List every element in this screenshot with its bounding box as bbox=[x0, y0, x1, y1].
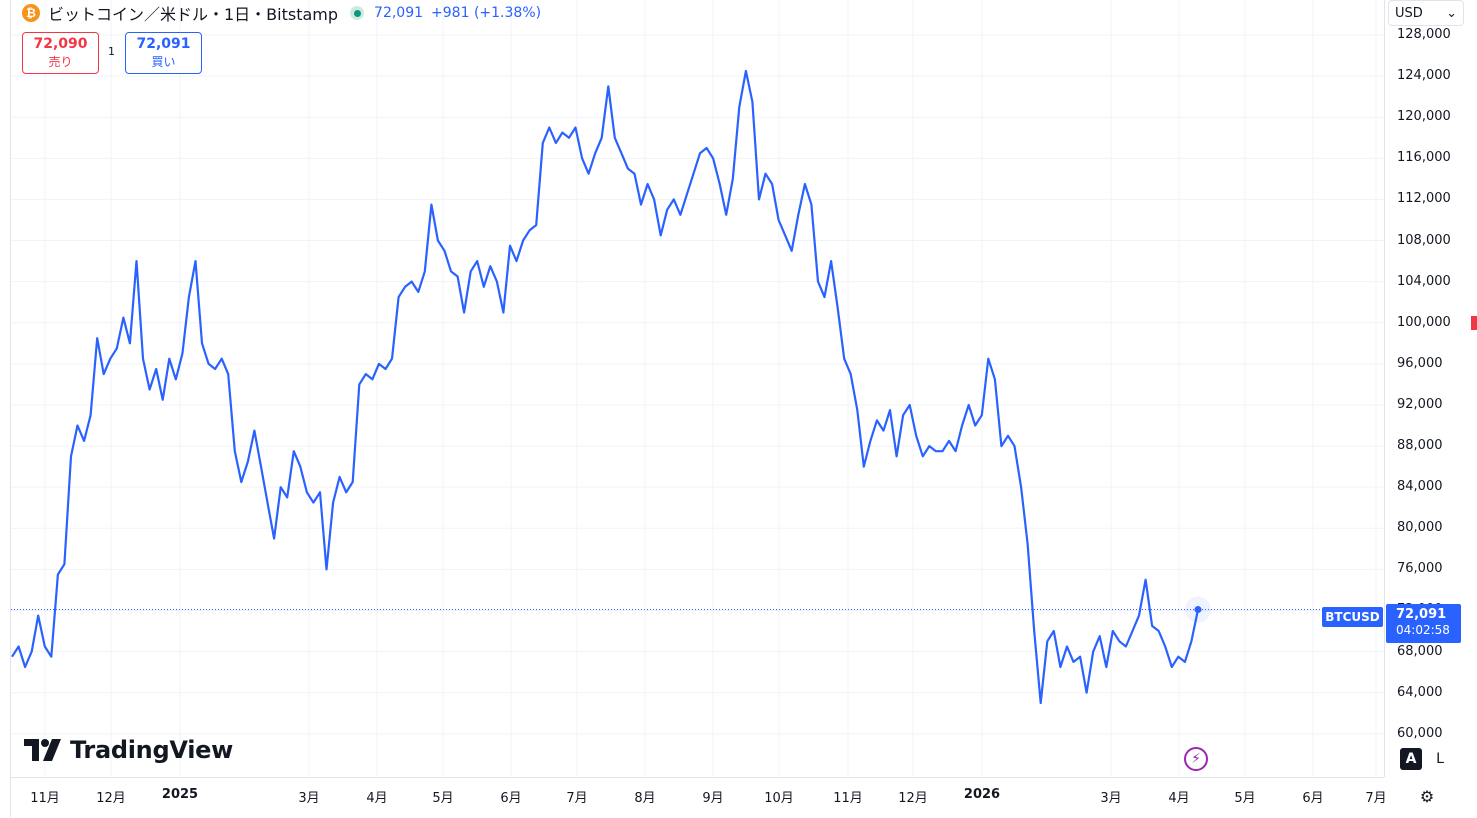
grid-lines bbox=[11, 0, 1384, 777]
time-tick-label: 10月 bbox=[764, 791, 794, 806]
chevron-down-icon: ⌄ bbox=[1446, 5, 1457, 21]
header-change: +981 (+1.38%) bbox=[431, 5, 542, 21]
bitcoin-icon: ₿ bbox=[22, 4, 40, 22]
price-tick-label: 76,000 bbox=[1397, 561, 1443, 577]
price-tick-label: 116,000 bbox=[1397, 150, 1451, 166]
last-price-value: 72,091 bbox=[1396, 607, 1447, 622]
time-tick-label: 7月 bbox=[566, 791, 588, 806]
last-price-tag: 72,091 04:02:58 bbox=[1386, 604, 1461, 643]
left-frame bbox=[0, 0, 11, 817]
time-tick-label: 8月 bbox=[634, 791, 656, 806]
buy-price: 72,091 bbox=[136, 36, 191, 52]
sell-price: 72,090 bbox=[33, 36, 88, 52]
time-tick-label: 3月 bbox=[1100, 791, 1122, 806]
time-tick-label: 4月 bbox=[1168, 791, 1190, 806]
time-tick-label: 6月 bbox=[500, 791, 522, 806]
price-tick-label: 92,000 bbox=[1397, 396, 1443, 412]
chart-header: ₿ ビットコイン／米ドル・1日・Bitstamp 72,091 +981 (+1… bbox=[22, 2, 541, 24]
time-tick-label: 2025 bbox=[161, 787, 199, 802]
price-tick-label: 128,000 bbox=[1397, 27, 1451, 42]
price-tick-label: 112,000 bbox=[1397, 191, 1451, 207]
time-tick-label: 12月 bbox=[96, 791, 126, 806]
price-tick-label: 68,000 bbox=[1397, 643, 1443, 659]
time-axis[interactable]: 11月 12月 2025 3月 4月 5月 6月 7月 8月 9月 10月 11月 12月 2026 3月 4… bbox=[11, 777, 1387, 818]
log-scale-button[interactable]: L bbox=[1436, 751, 1444, 767]
time-tick-label: 5月 bbox=[432, 791, 454, 806]
header-price: 72,091 bbox=[374, 5, 424, 21]
symbol-title[interactable]: ビットコイン／米ドル・1日・Bitstamp bbox=[48, 5, 339, 24]
currency-value: USD bbox=[1395, 5, 1423, 21]
time-tick-label: 9月 bbox=[702, 791, 724, 806]
price-tick-label: 108,000 bbox=[1397, 232, 1451, 248]
time-tick-label: 11月 bbox=[833, 791, 863, 806]
symbol-tag: BTCUSD bbox=[1322, 607, 1383, 627]
price-tick-label: 100,000 bbox=[1397, 314, 1451, 330]
bar-countdown: 04:02:58 bbox=[1396, 623, 1450, 637]
market-status-icon[interactable] bbox=[350, 6, 365, 20]
price-tick-label: 124,000 bbox=[1397, 68, 1451, 84]
last-point-marker bbox=[1194, 606, 1202, 614]
time-tick-label: 12月 bbox=[898, 791, 928, 806]
time-tick-label: 4月 bbox=[366, 791, 388, 806]
price-tick-label: 64,000 bbox=[1397, 684, 1443, 700]
time-tick-label: 2026 bbox=[963, 787, 1001, 802]
price-axis[interactable]: 128,000 124,000 120,000 116,000 112,000 108,0… bbox=[1384, 0, 1477, 777]
tradingview-logo-text: TradingView bbox=[70, 736, 233, 764]
buy-button[interactable]: 72,091 買い bbox=[125, 32, 202, 74]
price-tick-label: 104,000 bbox=[1397, 273, 1451, 289]
time-tick-label: 5月 bbox=[1234, 791, 1256, 806]
lightning-icon[interactable]: ⚡ bbox=[1184, 747, 1208, 771]
sell-button[interactable]: 72,090 売り bbox=[22, 32, 99, 74]
time-tick-label: 6月 bbox=[1302, 791, 1324, 806]
time-tick-label: 11月 bbox=[30, 791, 60, 806]
buy-label: 買い bbox=[151, 55, 176, 69]
price-tick-label: 60,000 bbox=[1397, 725, 1443, 741]
price-tick-label: 84,000 bbox=[1397, 479, 1443, 495]
sell-label: 売り bbox=[48, 55, 73, 69]
tradingview-logo[interactable]: TradingView bbox=[24, 736, 233, 764]
auto-scale-button[interactable]: A bbox=[1400, 748, 1422, 770]
currency-select[interactable]: USD ⌄ bbox=[1388, 0, 1464, 26]
tradingview-logo-icon bbox=[24, 739, 61, 761]
price-tick-label: 120,000 bbox=[1397, 109, 1451, 125]
edge-marker-red bbox=[1471, 316, 1477, 330]
price-series-line bbox=[11, 69, 1200, 705]
price-chart[interactable] bbox=[11, 0, 1384, 777]
chart-plot-area[interactable] bbox=[11, 0, 1384, 777]
price-tick-label: 88,000 bbox=[1397, 438, 1443, 454]
spread-value: 1 bbox=[108, 45, 115, 58]
time-tick-label: 7月 bbox=[1365, 791, 1387, 806]
time-tick-label: 3月 bbox=[298, 791, 320, 806]
price-tick-label: 80,000 bbox=[1397, 520, 1443, 536]
gear-icon[interactable]: ⚙ bbox=[1419, 786, 1435, 806]
price-tick-label: 96,000 bbox=[1397, 355, 1443, 371]
